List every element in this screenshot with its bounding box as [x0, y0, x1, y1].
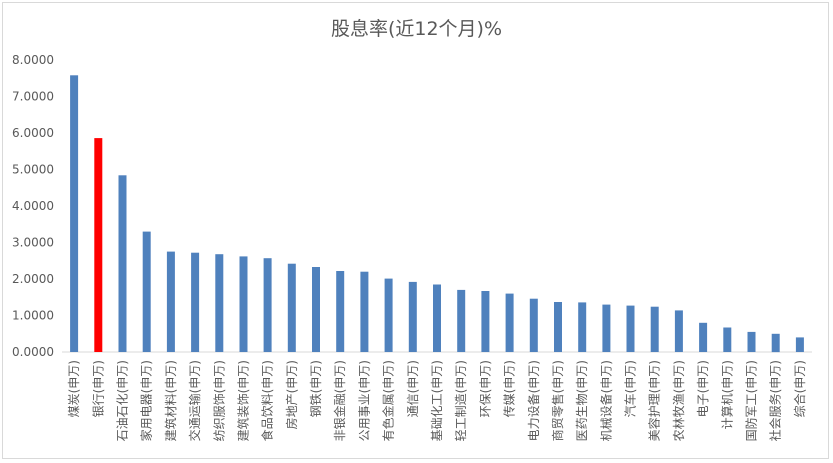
bar-21 — [554, 302, 562, 352]
bar-6 — [191, 252, 200, 352]
y-tick-label: 8.0000 — [12, 53, 54, 67]
x-tick-label: 建筑材料(申万) — [163, 360, 178, 441]
x-tick-label: 非银金融(申万) — [332, 360, 347, 441]
bar-5 — [166, 251, 175, 352]
bar-11 — [312, 267, 320, 352]
y-tick-label: 2.0000 — [12, 272, 54, 286]
x-tick-label: 公用事业(申万) — [357, 360, 371, 441]
y-tick-label: 6.0000 — [12, 126, 54, 140]
y-tick-label: 4.0000 — [12, 199, 54, 213]
x-tick-label: 石油石化(申万) — [115, 360, 129, 441]
bar-30 — [771, 333, 780, 353]
chart-area — [2, 2, 829, 459]
x-tick-label: 计算机(申万) — [719, 360, 734, 429]
x-tick-label: 商贸零售(申万) — [550, 360, 565, 441]
x-tick-label: 家用电器(申万) — [139, 360, 154, 441]
x-tick-label: 医药生物(申万) — [575, 360, 589, 441]
bar-3 — [118, 175, 127, 352]
bar-27 — [699, 322, 708, 352]
bar-17 — [457, 289, 466, 352]
bar-19 — [505, 293, 514, 352]
y-tick-label: 5.0000 — [12, 163, 54, 177]
bar-10 — [287, 263, 296, 352]
y-tick-label: 7.0000 — [12, 90, 54, 104]
x-tick-label: 交通运输(申万) — [187, 360, 202, 441]
x-tick-label: 银行(申万) — [91, 360, 105, 417]
x-tick-label: 轻工制造(申万) — [454, 360, 468, 441]
x-tick-label: 电力设备(申万) — [527, 360, 541, 441]
y-tick-label: 3.0000 — [12, 236, 54, 250]
bar-14 — [384, 278, 393, 352]
bar-29 — [747, 331, 756, 352]
bar-4 — [142, 231, 151, 352]
bar-22 — [578, 302, 587, 352]
y-tick-label: 1.0000 — [12, 309, 54, 323]
bar-23 — [602, 304, 611, 352]
bar-1 — [70, 75, 79, 353]
x-tick-label: 建筑装饰(申万) — [235, 360, 250, 441]
bar-24 — [626, 305, 635, 352]
x-tick-label: 煤炭(申万) — [67, 360, 81, 417]
bar-9 — [263, 258, 272, 352]
bar-31 — [795, 337, 804, 352]
x-tick-label: 钢铁(申万) — [309, 360, 323, 417]
bar-18 — [481, 291, 490, 352]
chart-title: 股息率(近12个月)% — [330, 18, 503, 40]
x-tick-label: 传媒(申万) — [502, 360, 517, 417]
x-axis-labels: 煤炭(申万) 银行(申万) 石油石化(申万) 家用电器(申万) 建筑材料(申万) 交通运输… — [67, 360, 807, 441]
y-tick-label: 0.0000 — [12, 345, 54, 359]
bar-12 — [336, 271, 345, 352]
x-tick-label: 汽车(申万) — [623, 360, 638, 417]
bar-16 — [433, 284, 441, 352]
x-tick-label: 纺织服饰(申万) — [212, 360, 226, 441]
bar-20 — [529, 298, 538, 352]
x-tick-label: 电子(申万) — [696, 360, 710, 417]
x-tick-label: 环保(申万) — [478, 360, 492, 417]
x-tick-label: 食品饮料(申万) — [260, 360, 275, 441]
bar-26 — [674, 310, 683, 352]
x-tick-label: 有色金属(申万) — [381, 360, 396, 441]
bar-8 — [239, 256, 248, 352]
x-tick-label: 通信(申万) — [406, 360, 420, 417]
bar-13 — [360, 271, 369, 352]
x-tick-label: 基础化工(申万) — [430, 360, 444, 441]
bar-15 — [408, 281, 417, 352]
x-tick-label: 机械设备(申万) — [598, 360, 613, 441]
x-tick-label: 农林牧渔(申万) — [672, 360, 686, 441]
bar-28 — [723, 327, 732, 352]
x-tick-label: 社会服务(申万) — [768, 360, 783, 441]
x-tick-label: 美容护理(申万) — [647, 360, 662, 441]
bar-7 — [215, 254, 224, 352]
bar-25 — [650, 306, 659, 352]
x-tick-label: 房地产(申万) — [284, 360, 299, 429]
y-axis: 0.0000 1.0000 2.0000 3.0000 4.0000 5.0000 6.00… — [12, 53, 54, 359]
x-tick-label: 国防军工(申万) — [744, 360, 759, 441]
x-tick-label: 综合(申万) — [792, 360, 807, 417]
bar-2 — [94, 138, 103, 352]
bars — [70, 75, 804, 353]
